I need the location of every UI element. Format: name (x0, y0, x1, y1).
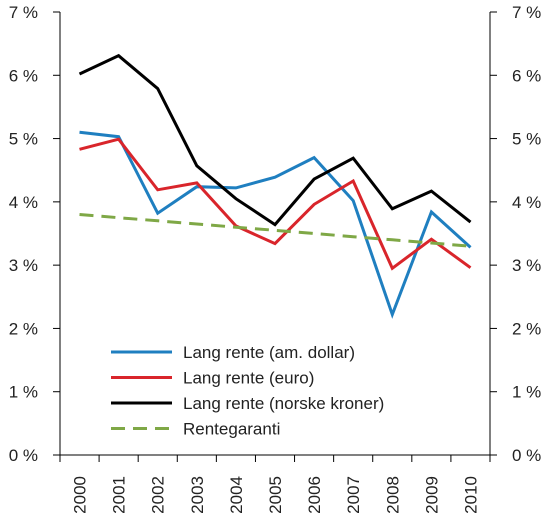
y-tick-label-left: 4 % (9, 193, 38, 212)
series-line-2 (78, 53, 472, 227)
y-tick-label-right: 6 % (512, 66, 541, 85)
x-tick-label: 2007 (344, 476, 363, 514)
y-tick-label-left: 7 % (9, 3, 38, 22)
y-tick-label-right: 5 % (512, 130, 541, 149)
y-tick-label-left: 6 % (9, 66, 38, 85)
series-line-3 (79, 213, 471, 248)
y-tick-label-left: 5 % (9, 130, 38, 149)
x-tick-label: 2003 (188, 476, 207, 514)
y-tick-label-left: 3 % (9, 256, 38, 275)
x-tick-label: 2001 (110, 476, 129, 514)
legend-label-1: Lang rente (euro) (183, 369, 314, 388)
x-tick-label: 2000 (71, 476, 90, 514)
y-tick-label-left: 0 % (9, 446, 38, 465)
x-tick-label: 2008 (383, 476, 402, 514)
x-tick-label: 2009 (422, 476, 441, 514)
x-tick-label: 2010 (461, 476, 480, 514)
y-tick-label-right: 7 % (512, 3, 541, 22)
series-line-1 (79, 137, 472, 271)
legend-label-2: Lang rente (norske kroner) (183, 394, 384, 413)
y-tick-label-right: 3 % (512, 256, 541, 275)
x-tick-label: 2005 (266, 476, 285, 514)
x-tick-label: 2004 (227, 476, 246, 514)
x-tick-label: 2002 (149, 476, 168, 514)
x-tick-label: 2006 (305, 476, 324, 514)
y-tick-label-right: 0 % (512, 446, 541, 465)
y-tick-label-left: 2 % (9, 319, 38, 338)
series-lines (78, 53, 472, 319)
legend: Lang rente (am. dollar) Lang rente (euro)… (111, 343, 384, 439)
series-line-0 (79, 130, 472, 319)
legend-label-0: Lang rente (am. dollar) (183, 343, 355, 362)
y-tick-label-right: 4 % (512, 193, 541, 212)
y-tick-label-left: 1 % (9, 383, 38, 402)
y-tick-label-right: 2 % (512, 319, 541, 338)
axes: 0 % 0 % 1 % 1 % 2 % 2 % 3 % 3 % 4 % 4 % 5 % 5 % 6 % 6… (9, 3, 542, 514)
y-tick-label-right: 1 % (512, 383, 541, 402)
legend-label-3: Rentegaranti (183, 420, 280, 439)
